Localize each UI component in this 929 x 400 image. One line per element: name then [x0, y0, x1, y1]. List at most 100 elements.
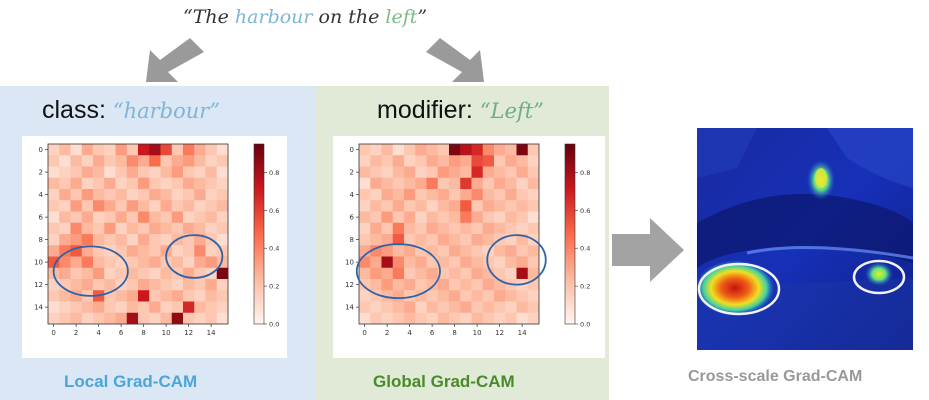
- local-heatmap-cell: [171, 245, 184, 257]
- local-heatmap-cell: [115, 222, 128, 235]
- global-heatmap-cell: [426, 189, 439, 201]
- global-heatmap-cell: [426, 200, 439, 212]
- global-heatmap-cell: [460, 222, 472, 235]
- global-heatmap-cell: [494, 200, 506, 212]
- local-heatmap-cell: [138, 189, 150, 201]
- global-heatmap-cell: [381, 211, 394, 224]
- global-heatmap-cell: [392, 166, 405, 179]
- local-heatmap-cell: [138, 312, 150, 325]
- global-heatmap-cell: [449, 245, 461, 257]
- local-heatmap-cell: [160, 189, 173, 201]
- global-heatmap-cell: [505, 166, 517, 179]
- global-title-value: “Left”: [479, 99, 544, 123]
- local-heatmap-cell: [160, 222, 173, 235]
- global-heatmap-cell: [527, 290, 540, 302]
- local-heatmap-xtick-label: 10: [162, 329, 171, 337]
- global-heatmap-cell: [359, 256, 371, 269]
- local-heatmap-cell: [70, 211, 83, 224]
- local-heatmap-cell: [160, 177, 173, 190]
- cross-scale-gradcam-image: [697, 128, 913, 350]
- local-heatmap-xtick-label: 0: [51, 329, 55, 337]
- local-heatmap-cell: [149, 267, 161, 280]
- global-heatmap-cell: [471, 155, 484, 167]
- local-heatmap-cell: [149, 245, 161, 257]
- global-heatmap-ytick-label: 10: [345, 259, 354, 267]
- local-heatmap-cell: [149, 166, 161, 179]
- local-gradcam-label: Local Grad-CAM: [64, 372, 198, 391]
- local-heatmap-cell: [149, 301, 161, 314]
- global-heatmap-cell: [415, 301, 427, 314]
- global-heatmap-cell: [482, 279, 495, 291]
- global-heatmap-cell: [449, 189, 461, 201]
- local-heatmap-cell: [59, 144, 71, 156]
- local-heatmap-ytick-label: 4: [39, 191, 44, 199]
- global-heatmap-cell: [404, 200, 416, 212]
- local-heatmap-cell: [126, 301, 139, 314]
- global-heatmap-cell: [426, 279, 439, 291]
- local-heatmap-cell: [81, 144, 94, 156]
- global-heatmap-cell: [527, 267, 540, 280]
- global-heatmap-cell: [437, 301, 450, 314]
- local-heatmap-cell: [59, 267, 71, 280]
- local-heatmap-cell: [48, 312, 60, 325]
- global-heatmap-cell: [404, 189, 416, 201]
- local-heatmap-cell: [104, 234, 116, 246]
- global-heatmap-cell: [449, 155, 461, 167]
- local-heatmap-cell: [70, 279, 83, 291]
- local-heatmap-cell: [48, 200, 60, 212]
- local-heatmap-cell: [104, 200, 116, 212]
- local-heatmap-cell: [194, 256, 206, 269]
- local-heatmap-cell: [81, 200, 94, 212]
- local-heatmap-cell: [171, 200, 184, 212]
- local-heatmap-cell: [126, 222, 139, 235]
- local-heatmap-cell: [216, 256, 229, 269]
- caption-mid: on the: [312, 6, 386, 28]
- local-heatmap-cbar-tick-label: 0.6: [269, 207, 279, 215]
- local-heatmap-cell: [93, 166, 105, 179]
- global-heatmap-cell: [359, 312, 371, 325]
- local-heatmap-cell: [59, 301, 71, 314]
- local-heatmap-cell: [104, 312, 116, 325]
- local-heatmap-cell: [149, 211, 161, 224]
- global-heatmap-cell: [392, 267, 405, 280]
- local-heatmap-cell: [59, 200, 71, 212]
- local-heatmap-cell: [138, 290, 150, 302]
- global-heatmap-cell: [505, 177, 517, 190]
- local-heatmap-cell: [205, 245, 218, 257]
- global-heatmap-cell: [392, 290, 405, 302]
- global-heatmap-cell: [404, 155, 416, 167]
- global-heatmap-cell: [505, 200, 517, 212]
- global-heatmap-cell: [415, 211, 427, 224]
- global-heatmap-cell: [415, 256, 427, 269]
- global-heatmap-cell: [460, 200, 472, 212]
- global-heatmap-ytick-label: 4: [350, 191, 355, 199]
- global-heatmap-cell: [527, 301, 540, 314]
- global-heatmap-cell: [404, 177, 416, 190]
- local-heatmap-cell: [183, 312, 195, 325]
- local-heatmap-cell: [171, 189, 184, 201]
- global-heatmap-cell: [381, 189, 394, 201]
- global-heatmap-cell: [482, 200, 495, 212]
- global-heatmap-cell: [370, 312, 382, 325]
- local-heatmap-cell: [194, 144, 206, 156]
- global-heatmap-cell: [404, 245, 416, 257]
- local-heatmap-cell: [104, 211, 116, 224]
- local-heatmap-cell: [194, 211, 206, 224]
- global-heatmap-cell: [449, 144, 461, 156]
- local-heatmap-cell: [48, 245, 60, 257]
- local-heatmap-cell: [183, 301, 195, 314]
- local-heatmap-xtick-label: 2: [74, 329, 78, 337]
- local-heatmap-cell: [216, 155, 229, 167]
- global-heatmap-cell: [494, 279, 506, 291]
- local-heatmap-cell: [104, 222, 116, 235]
- local-heatmap-cell: [93, 312, 105, 325]
- local-heatmap-ytick-label: 0: [39, 146, 43, 154]
- local-heatmap-cell: [70, 222, 83, 235]
- caption: “The harbour on the left”: [183, 6, 483, 28]
- local-heatmap-cell: [115, 234, 128, 246]
- local-heatmap-cell: [126, 177, 139, 190]
- local-heatmap-cell: [70, 200, 83, 212]
- local-heatmap-cell: [126, 245, 139, 257]
- local-heatmap-cell: [205, 189, 218, 201]
- local-heatmap-cell: [194, 234, 206, 246]
